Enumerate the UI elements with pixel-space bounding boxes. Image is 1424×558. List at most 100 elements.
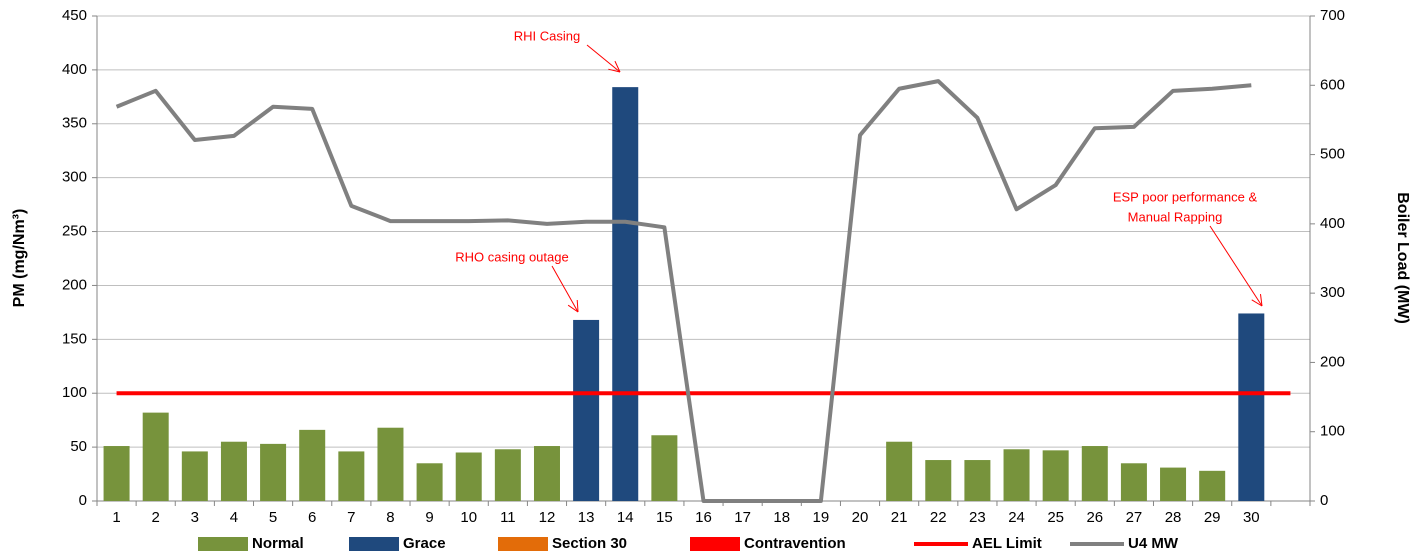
- x-tick-label: 15: [656, 509, 673, 526]
- x-tick-label: 23: [969, 509, 986, 526]
- x-tick-label: 7: [347, 509, 355, 526]
- x-tick-label: 17: [734, 509, 751, 526]
- bar: [1238, 313, 1265, 501]
- annotation-arrowhead: [576, 299, 579, 313]
- bar: [377, 427, 404, 501]
- x-tick-label: 21: [891, 509, 908, 526]
- x-tick-label: 19: [813, 509, 830, 526]
- y-tick-label: 350: [62, 115, 87, 132]
- x-tick-label: 30: [1243, 509, 1260, 526]
- x-tick-label: 13: [578, 509, 595, 526]
- x-tick-label: 28: [1165, 509, 1182, 526]
- annotation-arrowhead: [614, 60, 621, 73]
- x-tick-label: 16: [695, 509, 712, 526]
- x-tick-label: 29: [1204, 509, 1221, 526]
- annotation-arrow: [1209, 225, 1263, 307]
- y2-tick-label: 0: [1320, 492, 1328, 509]
- bar: [455, 452, 482, 501]
- legend-label: Normal: [252, 535, 304, 552]
- bar: [886, 441, 913, 501]
- y-tick-label: 250: [62, 223, 87, 240]
- y2-tick-label: 700: [1320, 7, 1345, 24]
- y2-tick-label: 600: [1320, 76, 1345, 93]
- annotation-arrowhead: [1259, 294, 1263, 307]
- y-tick-label: 100: [62, 384, 87, 401]
- bar: [533, 446, 560, 501]
- bar: [142, 412, 169, 501]
- annotation-arrowhead: [608, 68, 621, 73]
- legend-swatch: [349, 537, 399, 551]
- x-tick-label: 2: [152, 509, 160, 526]
- y-tick-label: 150: [62, 330, 87, 347]
- annotation-arrow: [586, 44, 621, 73]
- x-tick-label: 4: [230, 509, 238, 526]
- bar: [964, 460, 991, 501]
- annotation: RHI Casing: [514, 28, 580, 43]
- legend-label: AEL Limit: [972, 535, 1042, 552]
- legend-label: U4 MW: [1128, 535, 1179, 552]
- x-tick-label: 6: [308, 509, 316, 526]
- bar: [1120, 463, 1147, 501]
- legend-label: Section 30: [552, 535, 627, 552]
- bar: [925, 460, 952, 501]
- x-tick-label: 18: [773, 509, 790, 526]
- y2-tick-label: 200: [1320, 353, 1345, 370]
- annotation: Manual Rapping: [1128, 209, 1223, 224]
- bar: [220, 441, 247, 501]
- x-tick-label: 27: [1126, 509, 1143, 526]
- y2-tick-label: 500: [1320, 146, 1345, 163]
- annotation-arrowhead: [567, 304, 579, 313]
- bar: [338, 451, 365, 501]
- legend-swatch: [198, 537, 248, 551]
- x-tick-label: 12: [539, 509, 556, 526]
- bar: [1003, 449, 1030, 501]
- y-tick-label: 50: [70, 438, 87, 455]
- bar: [260, 443, 287, 501]
- bar: [1042, 450, 1069, 501]
- bar: [1199, 470, 1226, 501]
- x-tick-label: 3: [191, 509, 199, 526]
- bar: [299, 429, 326, 501]
- x-tick-label: 11: [500, 509, 516, 526]
- bar: [1160, 467, 1187, 501]
- x-tick-label: 25: [1047, 509, 1064, 526]
- x-tick-label: 20: [852, 509, 869, 526]
- annotation: RHO casing outage: [455, 249, 568, 264]
- y2-tick-label: 300: [1320, 284, 1345, 301]
- bar: [494, 449, 521, 501]
- y-tick-label: 200: [62, 276, 87, 293]
- legend-swatch: [690, 537, 740, 551]
- x-tick-label: 9: [425, 509, 433, 526]
- annotation: ESP poor performance &: [1113, 189, 1258, 204]
- x-tick-label: 1: [112, 509, 120, 526]
- bar: [1081, 446, 1108, 501]
- legend-swatch: [498, 537, 548, 551]
- annotation-arrow: [551, 265, 579, 313]
- y2-tick-label: 100: [1320, 423, 1345, 440]
- x-tick-label: 10: [460, 509, 477, 526]
- bar: [181, 451, 208, 501]
- y-axis-label: PM (mg/Nm³): [11, 209, 28, 308]
- y-tick-label: 400: [62, 61, 87, 78]
- bar: [103, 446, 130, 501]
- legend-label: Contravention: [744, 535, 846, 552]
- legend-label: Grace: [403, 535, 446, 552]
- x-tick-label: 24: [1008, 509, 1025, 526]
- y2-tick-label: 400: [1320, 215, 1345, 232]
- annotation-arrowhead: [1251, 299, 1263, 307]
- x-tick-label: 14: [617, 509, 634, 526]
- bar: [416, 463, 443, 501]
- y-tick-label: 300: [62, 169, 87, 186]
- y-tick-label: 450: [62, 7, 87, 24]
- bar: [573, 319, 600, 501]
- bar: [612, 87, 639, 501]
- x-tick-label: 26: [1086, 509, 1103, 526]
- x-tick-label: 8: [386, 509, 394, 526]
- bar: [651, 435, 678, 501]
- y2-axis-label: Boiler Load (MW): [1394, 192, 1411, 324]
- x-tick-label: 22: [930, 509, 947, 526]
- x-tick-label: 5: [269, 509, 277, 526]
- y-tick-label: 0: [79, 492, 87, 509]
- line: [115, 79, 1252, 503]
